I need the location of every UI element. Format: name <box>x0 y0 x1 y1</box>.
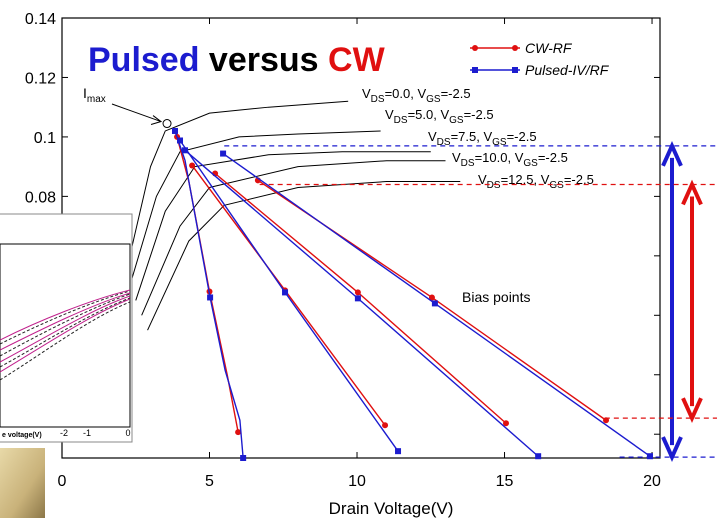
curve-label: VDS=12.5, VGS=-2.5 <box>478 172 594 191</box>
legend-marker <box>472 67 478 73</box>
label-part: =-2.5 <box>538 150 568 165</box>
curve-label: VDS=10.0, VGS=-2.5 <box>452 150 568 169</box>
subscript: GS <box>449 115 464 126</box>
title-part: versus <box>199 41 328 79</box>
imax-label: Imax <box>83 85 106 105</box>
subscript: DS <box>461 158 475 169</box>
curve-label: VDS=0.0, VGS=-2.5 <box>362 86 471 105</box>
label-part: =-2.5 <box>507 129 537 144</box>
title-part: CW <box>328 41 386 79</box>
subscript: DS <box>371 94 385 105</box>
marker <box>428 294 435 301</box>
marker <box>235 429 242 436</box>
label-part: I <box>83 85 87 101</box>
marker <box>207 294 214 301</box>
iv-curve <box>129 130 381 286</box>
marker <box>431 300 438 307</box>
inset: -2 -1 0 e voltage(V) <box>0 213 133 518</box>
arrow-head <box>661 140 683 167</box>
label-part: V <box>362 86 371 101</box>
label-part: V <box>452 150 461 165</box>
marker <box>646 453 653 460</box>
iv-curve <box>147 181 461 331</box>
label-part: V <box>385 107 394 122</box>
y-tick-label: 0.08 <box>25 189 56 206</box>
curve-label: VDS=5.0, VGS=-2.5 <box>385 107 494 126</box>
marker <box>189 162 196 169</box>
arrow-head <box>681 179 703 206</box>
arrow-head <box>661 436 683 462</box>
imax-arrow <box>111 103 163 126</box>
marker <box>382 422 389 429</box>
label-part: =0.0, V <box>385 86 427 101</box>
x-tick-label: 0 <box>58 473 67 490</box>
photo <box>0 448 45 518</box>
inset-curves <box>0 290 131 381</box>
inset-tick-label: -1 <box>83 428 91 438</box>
chart-title: Pulsed versus CW <box>88 41 386 79</box>
marker <box>354 295 361 302</box>
curve-label: VDS=7.5, VGS=-2.5 <box>428 129 537 148</box>
label-part: V <box>478 172 487 187</box>
x-axis-label: Drain Voltage(V) <box>329 499 454 518</box>
marker <box>535 453 542 460</box>
x-tick-label: 20 <box>643 473 661 490</box>
y-tick-label: 0.14 <box>25 11 56 28</box>
marker <box>503 420 510 427</box>
inset-tick-label: -2 <box>60 428 68 438</box>
x-tick-label: 15 <box>496 473 514 490</box>
legend-marker <box>512 67 518 73</box>
marker <box>603 417 610 424</box>
subscript: DS <box>437 137 451 148</box>
iv-curve <box>135 151 431 301</box>
title-part: Pulsed <box>88 41 199 79</box>
subscript: GS <box>426 94 441 105</box>
iv-curve <box>129 100 349 256</box>
x-tick-label: 5 <box>205 473 214 490</box>
marker <box>395 448 402 455</box>
inset-curves <box>0 289 131 373</box>
iv-curve <box>141 160 446 316</box>
label-part: =5.0, V <box>408 107 450 122</box>
subscript: DS <box>487 180 501 191</box>
marker <box>240 455 247 461</box>
label-part: =-2.5 <box>564 172 594 187</box>
marker <box>171 127 178 134</box>
subscript: max <box>87 94 106 105</box>
subscript: GS <box>549 180 564 191</box>
legend-marker <box>512 45 518 51</box>
imax-point <box>162 119 172 129</box>
legend-marker <box>472 45 478 51</box>
label-part: =10.0, V <box>475 150 524 165</box>
marker <box>220 150 227 157</box>
inset-axis-label: e voltage(V) <box>2 432 42 439</box>
legend-label: Pulsed-IV/RF <box>525 62 610 78</box>
arrow-head <box>681 397 703 424</box>
label-part: =-2.5 <box>441 86 471 101</box>
bias-label: Bias points <box>462 289 530 305</box>
label-part: =-2.5 <box>464 107 494 122</box>
subscript: GS <box>492 137 507 148</box>
subscript: GS <box>523 158 538 169</box>
legend-label: CW-RF <box>525 40 573 56</box>
marker <box>177 137 184 144</box>
inset-tick-label: 0 <box>125 428 130 438</box>
inset-axes <box>0 243 131 428</box>
inset-frame <box>0 213 133 443</box>
y-tick-label: 0.1 <box>34 130 56 147</box>
subscript: DS <box>394 115 408 126</box>
label-part: V <box>428 129 437 144</box>
marker <box>354 289 361 296</box>
y-tick-label: 0.12 <box>25 70 56 87</box>
x-tick-label: 10 <box>348 473 366 490</box>
load-line <box>174 130 244 459</box>
label-part: =7.5, V <box>451 129 493 144</box>
label-part: =12.5, V <box>501 172 550 187</box>
marker <box>282 289 289 296</box>
marker <box>182 147 189 154</box>
